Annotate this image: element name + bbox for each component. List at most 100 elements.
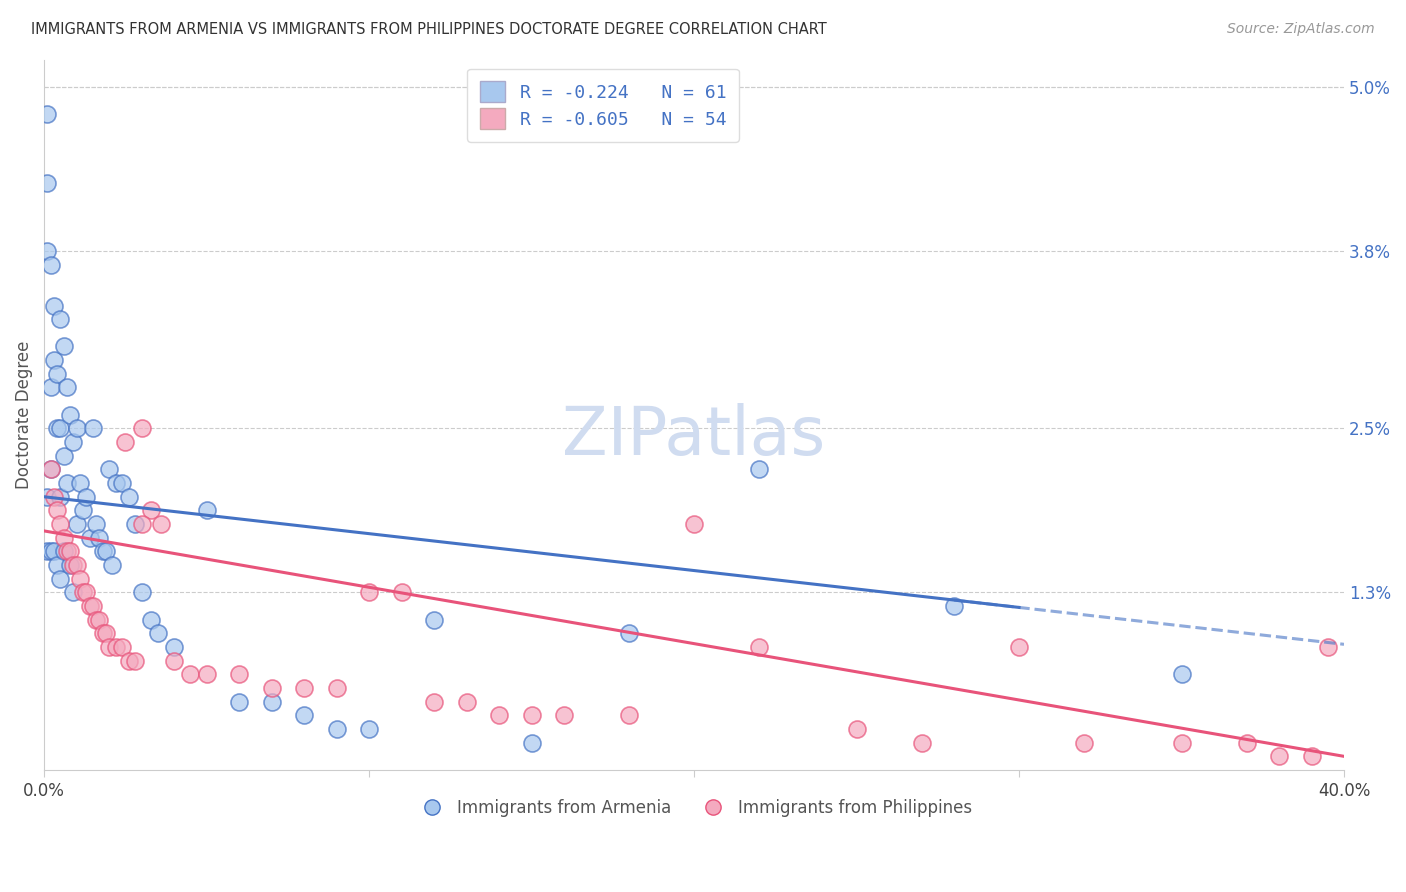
Point — [359, 722, 381, 736]
Point — [37, 544, 59, 558]
Point — [101, 558, 124, 572]
Point — [56, 380, 79, 394]
Point — [124, 517, 146, 532]
Point — [124, 654, 146, 668]
Point — [1170, 736, 1192, 750]
Point — [748, 640, 770, 654]
Text: Source: ZipAtlas.com: Source: ZipAtlas.com — [1227, 22, 1375, 37]
Point — [943, 599, 966, 613]
Point — [82, 599, 104, 613]
Point — [75, 585, 97, 599]
Point — [42, 544, 65, 558]
Point — [131, 421, 153, 435]
Point — [65, 558, 87, 572]
Point — [1008, 640, 1031, 654]
Point — [72, 503, 94, 517]
Point — [72, 585, 94, 599]
Point — [910, 736, 932, 750]
Point — [163, 654, 186, 668]
Point — [89, 613, 111, 627]
Point — [69, 476, 91, 491]
Point — [111, 640, 134, 654]
Point — [1268, 749, 1291, 764]
Point — [114, 435, 136, 450]
Point — [49, 312, 72, 326]
Point — [117, 654, 139, 668]
Point — [163, 640, 186, 654]
Point — [42, 298, 65, 312]
Point — [98, 640, 121, 654]
Point — [179, 667, 201, 681]
Text: IMMIGRANTS FROM ARMENIA VS IMMIGRANTS FROM PHILIPPINES DOCTORATE DEGREE CORRELAT: IMMIGRANTS FROM ARMENIA VS IMMIGRANTS FR… — [31, 22, 827, 37]
Y-axis label: Doctorate Degree: Doctorate Degree — [15, 341, 32, 489]
Point — [228, 667, 250, 681]
Point — [94, 544, 117, 558]
Point — [553, 708, 575, 723]
Point — [59, 408, 82, 422]
Point — [325, 722, 347, 736]
Point — [46, 367, 69, 381]
Point — [1316, 640, 1339, 654]
Point — [69, 572, 91, 586]
Point — [520, 708, 543, 723]
Point — [1236, 736, 1258, 750]
Point — [94, 626, 117, 640]
Point — [423, 695, 446, 709]
Point — [391, 585, 413, 599]
Point — [325, 681, 347, 695]
Point — [292, 681, 315, 695]
Point — [52, 339, 75, 353]
Point — [62, 435, 84, 450]
Point — [423, 613, 446, 627]
Point — [748, 462, 770, 476]
Point — [62, 558, 84, 572]
Point — [141, 613, 163, 627]
Legend: Immigrants from Armenia, Immigrants from Philippines: Immigrants from Armenia, Immigrants from… — [408, 791, 981, 826]
Point — [150, 517, 173, 532]
Point — [84, 517, 107, 532]
Point — [75, 490, 97, 504]
Point — [49, 490, 72, 504]
Point — [131, 517, 153, 532]
Point — [617, 708, 640, 723]
Point — [42, 353, 65, 368]
Point — [79, 599, 101, 613]
Point — [845, 722, 868, 736]
Point — [46, 558, 69, 572]
Point — [117, 490, 139, 504]
Point — [37, 107, 59, 121]
Point — [195, 667, 218, 681]
Point — [1170, 667, 1192, 681]
Point — [82, 421, 104, 435]
Point — [146, 626, 169, 640]
Point — [49, 517, 72, 532]
Point — [39, 258, 62, 272]
Point — [1301, 749, 1323, 764]
Point — [617, 626, 640, 640]
Point — [59, 544, 82, 558]
Point — [260, 681, 283, 695]
Point — [39, 544, 62, 558]
Point — [46, 421, 69, 435]
Point — [39, 462, 62, 476]
Text: ZIPatlas: ZIPatlas — [562, 403, 825, 469]
Point — [104, 476, 127, 491]
Point — [56, 544, 79, 558]
Point — [39, 380, 62, 394]
Point — [141, 503, 163, 517]
Point — [49, 572, 72, 586]
Point — [52, 544, 75, 558]
Point — [91, 544, 114, 558]
Point — [292, 708, 315, 723]
Point — [37, 244, 59, 258]
Point — [62, 585, 84, 599]
Point — [39, 462, 62, 476]
Point — [359, 585, 381, 599]
Point — [42, 490, 65, 504]
Point — [91, 626, 114, 640]
Point — [37, 176, 59, 190]
Point — [52, 449, 75, 463]
Point — [111, 476, 134, 491]
Point — [59, 558, 82, 572]
Point — [104, 640, 127, 654]
